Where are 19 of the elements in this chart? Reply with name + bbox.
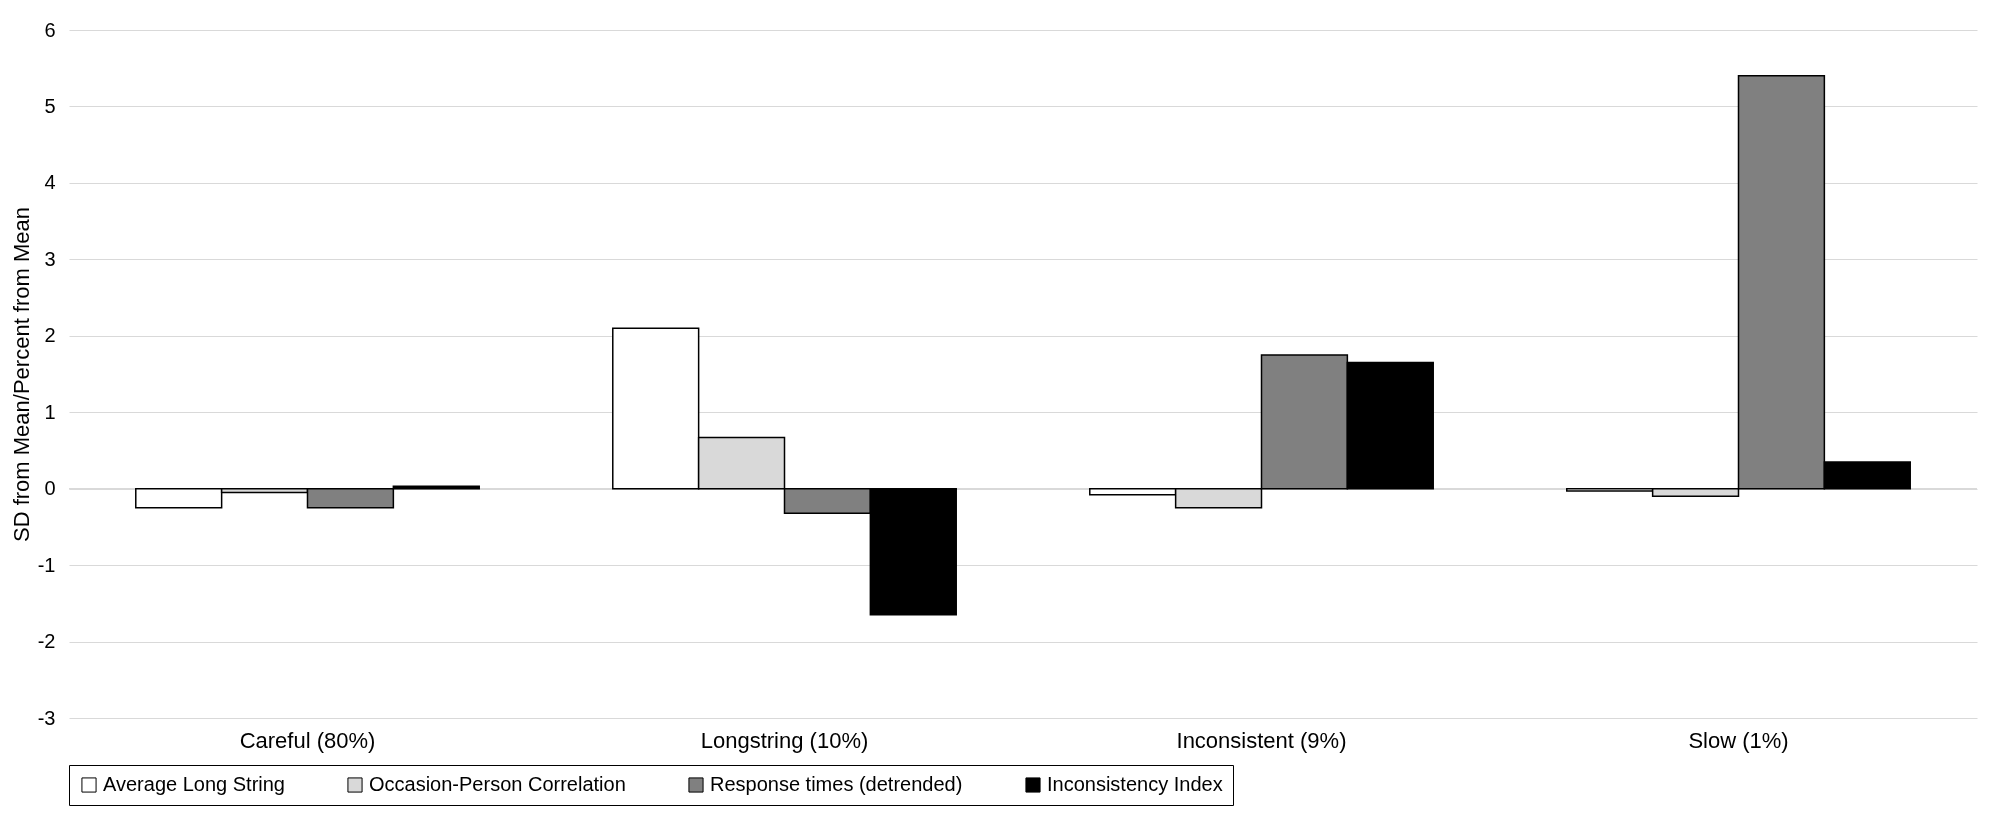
y-tick-label: -1: [37, 553, 56, 576]
y-tick-label: -2: [37, 630, 56, 653]
y-tick-label: 2: [44, 324, 56, 347]
y-tick-label: -3: [37, 706, 56, 729]
x-tick-label: Slow (1%): [1688, 727, 1789, 753]
y-tick-label: 6: [44, 18, 56, 41]
y-tick-label: 4: [44, 171, 56, 194]
y-tick-label: 0: [44, 477, 56, 500]
x-tick-label: Longstring (10%): [700, 727, 869, 753]
y-axis-title: SD from Mean/Percent from Mean: [8, 206, 34, 543]
legend-label: Response times (detrended): [710, 773, 963, 795]
x-tick-label: Inconsistent (9%): [1176, 727, 1347, 753]
legend-label: Average Long String: [103, 773, 285, 795]
x-tick-label: Careful (80%): [239, 727, 376, 753]
legend-label: Occasion-Person Correlation: [369, 773, 626, 795]
y-tick-label: 1: [44, 400, 56, 423]
y-tick-label: 5: [44, 94, 56, 117]
legend-label: Inconsistency Index: [1047, 773, 1223, 795]
y-tick-label: 3: [44, 247, 56, 270]
